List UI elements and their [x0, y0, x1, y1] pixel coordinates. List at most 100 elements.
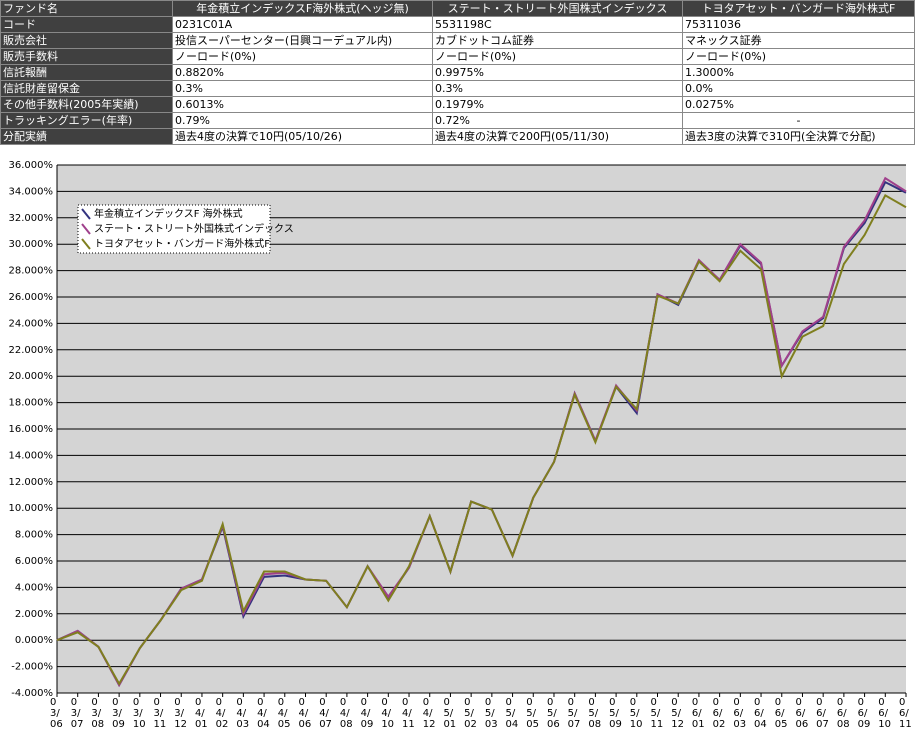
y-tick-label: 20.000%	[9, 371, 54, 382]
table-row: 信託財産留保金 0.3% 0.3% 0.0%	[0, 80, 915, 97]
fund-table: ファンド名 年金積立インデックスF海外株式(ヘッジ無) ステート・ストリート外国株式…	[0, 0, 915, 145]
x-tick-label: 05/06	[546, 697, 560, 730]
x-tick-label: 03/10	[132, 697, 146, 730]
table-cell: 投信スーパーセンター(日興コーデュアル内)	[172, 32, 433, 49]
y-tick-label: 36.000%	[9, 160, 54, 171]
y-tick-label: 26.000%	[9, 292, 54, 303]
legend-label: トヨタアセット・バンガード海外株式F	[94, 237, 270, 250]
y-tick-label: 12.000%	[9, 477, 54, 488]
y-tick-label: 32.000%	[9, 213, 54, 224]
series-line	[56, 193, 907, 686]
legend-swatch	[81, 223, 91, 235]
x-tick-label: 04/08	[339, 697, 353, 730]
table-cell: 0.6013%	[172, 96, 433, 113]
x-tick-label: 04/11	[402, 697, 415, 730]
legend-box	[77, 204, 271, 254]
table-cell: 0.1979%	[432, 96, 683, 113]
legend-swatch	[81, 208, 91, 220]
table-cell: 過去4度の決算で10円(05/10/26)	[172, 128, 433, 145]
x-tick-label: 05/07	[567, 697, 581, 730]
table-cell: 0.3%	[172, 80, 433, 97]
y-tick-label: 16.000%	[9, 424, 54, 435]
y-tick-label: 34.000%	[9, 186, 54, 197]
x-tick-label: 05/11	[650, 697, 664, 730]
table-row: ファンド名 年金積立インデックスF海外株式(ヘッジ無) ステート・ストリート外国株式…	[0, 0, 915, 17]
x-tick-label: 04/04	[257, 697, 270, 730]
table-cell: 0.0%	[682, 80, 915, 97]
x-tick-label: 05/10	[629, 697, 643, 730]
table-cell: カブドットコム証券	[432, 32, 683, 49]
y-tick-label: -2.000%	[11, 662, 53, 673]
x-tick-label: 04/01	[194, 697, 208, 730]
x-tick-label: 06/10	[878, 697, 892, 730]
x-tick-label: 06/06	[795, 697, 809, 730]
row-label: その他手数料(2005年実績)	[0, 96, 173, 113]
x-tick-label: 05/02	[464, 697, 477, 730]
row-label: コード	[0, 16, 173, 33]
y-tick-label: 22.000%	[9, 345, 54, 356]
x-tick-label: 03/07	[70, 697, 84, 730]
table-cell: 0231C01A	[172, 16, 433, 33]
x-tick-label: 04/03	[236, 697, 250, 730]
column-header: 年金積立インデックスF海外株式(ヘッジ無)	[172, 0, 433, 17]
legend-swatch	[81, 238, 91, 250]
table-cell: 0.9975%	[432, 64, 683, 81]
y-tick-label: 30.000%	[9, 239, 54, 250]
x-tick-label: 05/04	[505, 697, 519, 730]
table-cell: 0.8820%	[172, 64, 433, 81]
x-tick-label: 04/05	[277, 697, 291, 730]
y-tick-label: 2.000%	[15, 609, 53, 620]
column-header: トヨタアセット・バンガード海外株式F	[682, 0, 915, 17]
table-cell: 0.0275%	[682, 96, 915, 113]
x-tick-label: 06/08	[836, 697, 850, 730]
legend-label: 年金積立インデックスF 海外株式	[94, 207, 243, 220]
y-tick-label: 0.000%	[15, 635, 53, 646]
table-cell: マネックス証券	[682, 32, 915, 49]
y-tick-label: 24.000%	[9, 318, 54, 329]
table-row: トラッキングエラー(年率) 0.79% 0.72% -	[0, 112, 915, 129]
x-tick-label: 03/08	[91, 697, 105, 730]
x-tick-label: 06/01	[691, 697, 705, 730]
table-cell: -	[682, 112, 915, 129]
row-label: 信託報酬	[0, 64, 173, 81]
table-row: 販売手数料 ノーロード(0%) ノーロード(0%) ノーロード(0%)	[0, 48, 915, 65]
x-tick-label: 05/08	[588, 697, 602, 730]
y-tick-label: -4.000%	[11, 688, 53, 699]
x-tick-label: 06/03	[733, 697, 747, 730]
y-tick-label: 4.000%	[15, 582, 53, 593]
legend-label: ステート・ストリート外国株式インデックス	[94, 222, 294, 235]
row-label: ファンド名	[0, 0, 173, 17]
table-cell: 0.3%	[432, 80, 683, 97]
table-cell: ノーロード(0%)	[172, 48, 433, 65]
table-cell: 5531198C	[432, 16, 683, 33]
x-tick-label: 04/10	[381, 697, 395, 730]
table-cell: 1.3000%	[682, 64, 915, 81]
table-cell: ノーロード(0%)	[682, 48, 915, 65]
y-tick-label: 6.000%	[15, 556, 53, 567]
table-cell: ノーロード(0%)	[432, 48, 683, 65]
row-label: 販売手数料	[0, 48, 173, 65]
x-tick-label: 06/09	[857, 697, 871, 730]
row-label: 信託財産留保金	[0, 80, 173, 97]
table-cell: 過去3度の決算で310円(全決算で分配)	[682, 128, 915, 145]
y-tick-label: 8.000%	[15, 530, 53, 541]
row-label: 分配実績	[0, 128, 173, 145]
table-row: コード 0231C01A 5531198C 75311036	[0, 16, 915, 33]
y-tick-label: 28.000%	[9, 266, 54, 277]
row-label: トラッキングエラー(年率)	[0, 112, 173, 129]
x-tick-label: 06/07	[816, 697, 829, 730]
x-tick-label: 05/09	[609, 697, 622, 730]
table-row: 分配実績 過去4度の決算で10円(05/10/26) 過去4度の決算で200円(05…	[0, 128, 915, 145]
table-row: その他手数料(2005年実績) 0.6013% 0.1979% 0.0275%	[0, 96, 915, 113]
table-cell: 過去4度の決算で200円(05/11/30)	[432, 128, 683, 145]
x-tick-label: 05/12	[671, 697, 684, 730]
x-tick-label: 03/09	[112, 697, 125, 730]
table-cell: 0.72%	[432, 112, 683, 129]
x-tick-label: 04/06	[298, 697, 312, 730]
table-row: 販売会社 投信スーパーセンター(日興コーデュアル内) カブドットコム証券 マネックス証…	[0, 32, 915, 49]
table-cell: 0.79%	[172, 112, 433, 129]
y-tick-label: 14.000%	[9, 450, 54, 461]
x-tick-label: 04/12	[422, 697, 436, 730]
